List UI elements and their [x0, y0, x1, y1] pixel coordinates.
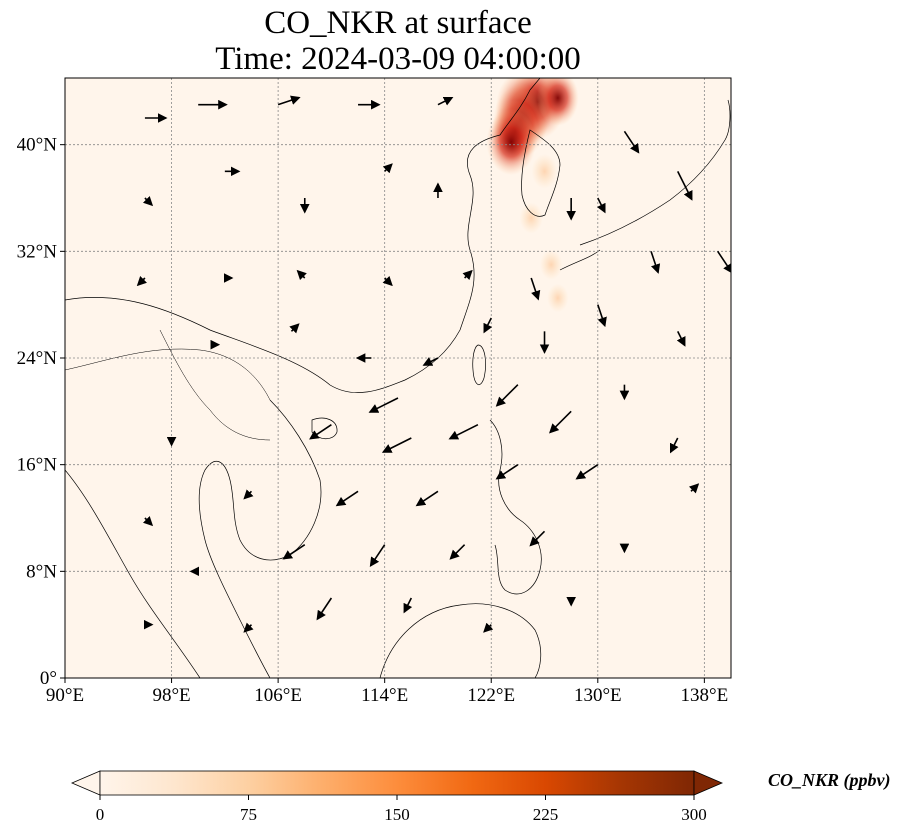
x-tick-label: 130°E: [574, 685, 622, 706]
wind-arrow: [483, 317, 493, 334]
concentration-blob: [539, 249, 563, 280]
x-tick-label: 138°E: [681, 685, 729, 706]
wind-arrow: [597, 304, 607, 328]
colorbar: 0 75 150 225 300: [70, 770, 724, 824]
wind-vectors: [136, 95, 731, 633]
wind-arrow: [142, 515, 154, 527]
wind-arrow: [495, 384, 519, 407]
concentration-blob: [531, 154, 558, 189]
wind-arrow: [688, 483, 700, 494]
wind-arrow: [549, 410, 572, 434]
wind-arrow: [381, 437, 412, 453]
wind-arrow: [277, 95, 301, 106]
wind-arrow: [650, 251, 661, 274]
wind-arrow: [335, 490, 359, 507]
y-tick-label: 32°N: [17, 241, 58, 262]
wind-arrow: [623, 130, 640, 154]
wind-arrow: [309, 424, 332, 440]
colorbar-ramp: [99, 770, 695, 796]
colorbar-tick-label: 300: [681, 805, 707, 824]
wind-arrow: [529, 530, 546, 547]
wind-arrow: [495, 464, 519, 480]
y-tick-label: 40°N: [17, 135, 58, 156]
wind-arrow: [403, 597, 413, 614]
concentration-blob: [519, 202, 543, 234]
x-tick-label: 98°E: [152, 685, 190, 706]
map-frame: [64, 77, 732, 679]
y-tick-label: 16°N: [17, 455, 58, 476]
x-tick-label: 122°E: [467, 685, 515, 706]
wind-arrow: [382, 275, 393, 287]
wind-arrow: [382, 163, 393, 174]
wind-arrow: [448, 423, 479, 440]
wind-arrow: [462, 269, 473, 281]
wind-arrow: [142, 195, 154, 207]
colorbar-tick-label: 75: [240, 805, 257, 824]
concentration-blob: [486, 108, 537, 176]
map-title: CO_NKR at surface: [264, 5, 532, 41]
wind-arrow: [437, 96, 454, 106]
gridlines: [65, 78, 731, 678]
wind-arrow: [243, 489, 254, 500]
wind-arrow: [316, 597, 333, 621]
wind-arrow: [449, 544, 466, 560]
wind-arrow: [677, 170, 693, 201]
wind-arrow: [243, 622, 254, 633]
axis-ticks: 90°E 98°E 106°E 114°E 122°E 130°E 138°E 0° 8°N 16…: [17, 135, 729, 706]
colorbar-extend-low: [70, 770, 101, 796]
x-tick-label: 106°E: [254, 685, 302, 706]
map-plot: 90°E 98°E 106°E 114°E 122°E 130°E 138°E 0° 8°N 16…: [17, 77, 732, 706]
wind-arrow: [415, 490, 439, 507]
wind-arrow: [289, 323, 300, 334]
wind-arrow: [596, 197, 606, 214]
colorbar-extend-high: [693, 770, 724, 796]
wind-arrow: [296, 269, 307, 281]
y-tick-label: 8°N: [26, 561, 57, 582]
colorbar-label: CO_NKR (ppbv): [768, 770, 891, 790]
x-tick-label: 90°E: [46, 685, 84, 706]
wind-arrow: [136, 275, 147, 287]
colorbar-tick-label: 150: [384, 805, 410, 824]
concentration-blob: [536, 78, 579, 126]
colorbar-tick-label: 225: [533, 805, 559, 824]
map-background: [65, 78, 731, 678]
concentration-field: [486, 78, 579, 313]
wind-arrow: [676, 330, 686, 347]
wind-arrow: [483, 622, 494, 633]
wind-arrow: [422, 357, 439, 366]
wind-arrow: [670, 437, 679, 454]
x-tick-label: 114°E: [361, 685, 408, 706]
colorbar-ticks: 0 75 150 225 300: [96, 795, 707, 824]
wind-arrow: [368, 397, 399, 413]
wind-arrow: [282, 544, 306, 560]
map-subtitle: Time: 2024-03-09 04:00:00: [215, 41, 581, 77]
wind-arrow: [530, 277, 541, 301]
y-tick-label: 24°N: [17, 348, 58, 369]
concentration-blob: [547, 283, 569, 313]
y-tick-label: 0°: [40, 668, 57, 689]
wind-arrow: [575, 464, 599, 480]
wind-arrow: [717, 250, 731, 274]
wind-arrow: [369, 544, 386, 567]
colorbar-tick-label: 0: [96, 805, 105, 824]
